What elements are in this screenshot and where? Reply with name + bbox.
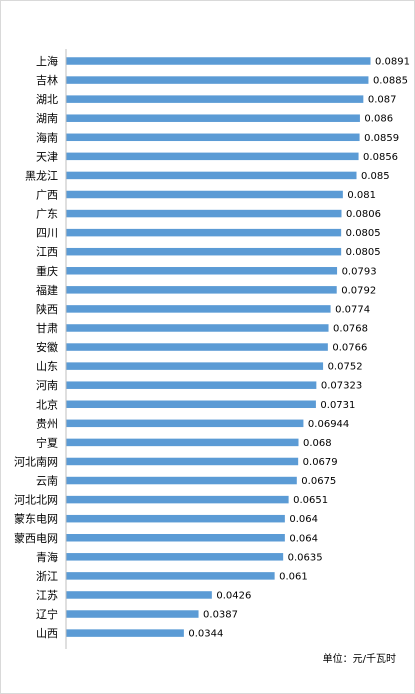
category-label: 辽宁 [36, 607, 58, 621]
bar [66, 267, 338, 275]
bar [66, 152, 359, 161]
category-label: 蒙西电网 [14, 532, 58, 545]
bar [66, 419, 304, 428]
value-label: 0.06944 [308, 419, 349, 430]
bar [66, 343, 328, 351]
category-label: 江苏 [36, 589, 58, 602]
value-label: 0.0885 [373, 76, 408, 87]
value-label: 0.0675 [301, 476, 336, 487]
bar [66, 190, 343, 199]
category-label: 陕西 [36, 302, 58, 316]
bar [66, 286, 337, 294]
category-label: 安徽 [36, 340, 58, 354]
value-label: 0.086 [364, 114, 393, 125]
bar [66, 438, 299, 447]
value-label: 0.0792 [341, 285, 376, 296]
bar [66, 381, 317, 389]
value-label: 0.0635 [288, 552, 323, 563]
category-label: 湖南 [36, 112, 58, 125]
value-label: 0.0766 [332, 343, 367, 354]
category-label: 蒙东电网 [14, 513, 58, 526]
category-label: 海南 [36, 130, 58, 144]
bar [66, 324, 329, 332]
bar [66, 572, 275, 580]
category-label: 甘肃 [36, 322, 58, 335]
category-label: 山西 [36, 627, 58, 640]
bar [66, 534, 285, 542]
bar [66, 610, 199, 618]
bar [66, 629, 184, 637]
value-label: 0.0805 [346, 228, 381, 239]
bar [66, 591, 212, 599]
value-label: 0.0774 [335, 304, 370, 315]
unit-label: 单位：元/千瓦时 [322, 654, 396, 665]
category-label: 河北南网 [14, 455, 58, 468]
bar [66, 457, 299, 466]
category-label: 河北北网 [14, 494, 58, 507]
category-label: 广东 [36, 208, 58, 221]
category-label: 江西 [36, 246, 58, 259]
value-label: 0.0806 [346, 209, 381, 220]
category-label: 黑龙江 [25, 169, 58, 182]
bar [66, 247, 342, 256]
bar [66, 495, 289, 504]
category-label: 宁夏 [36, 435, 58, 449]
bar [66, 305, 331, 313]
category-label: 北京 [36, 397, 58, 411]
bar [66, 228, 342, 237]
category-label: 山东 [36, 360, 58, 373]
category-label: 湖北 [36, 93, 58, 106]
bar [66, 114, 360, 122]
bar [66, 514, 285, 523]
bar [66, 476, 297, 485]
category-label: 贵州 [36, 417, 58, 430]
category-label: 重庆 [36, 264, 58, 278]
category-label: 上海 [36, 54, 58, 68]
bar [66, 76, 369, 84]
value-label: 0.0793 [342, 266, 377, 277]
value-label: 0.064 [289, 514, 318, 525]
category-label: 吉林 [36, 73, 58, 87]
value-label: 0.085 [361, 171, 390, 182]
bar [66, 133, 360, 142]
value-label: 0.0768 [333, 323, 368, 334]
bar [66, 362, 324, 370]
value-label: 0.0426 [216, 590, 251, 601]
bar [66, 400, 316, 409]
bar [66, 553, 284, 561]
value-label: 0.0387 [203, 610, 238, 621]
category-label: 天津 [36, 150, 58, 163]
bar [66, 95, 364, 103]
category-label: 四川 [36, 227, 58, 240]
value-label: 0.0731 [320, 400, 355, 411]
value-label: 0.0651 [293, 495, 328, 506]
value-label: 0.064 [289, 533, 318, 544]
value-label: 0.061 [279, 571, 308, 582]
value-label: 0.081 [347, 190, 376, 201]
category-label: 青海 [36, 550, 58, 564]
category-label: 浙江 [36, 570, 58, 583]
category-label: 广西 [36, 188, 58, 201]
value-label: 0.068 [303, 438, 332, 449]
value-label: 0.087 [368, 95, 397, 106]
bar [66, 171, 357, 180]
value-label: 0.0891 [375, 57, 410, 68]
bar [66, 57, 371, 65]
value-label: 0.0679 [303, 457, 338, 468]
value-label: 0.0752 [328, 362, 363, 373]
value-label: 0.0344 [188, 629, 223, 640]
category-label: 河南 [36, 379, 58, 392]
value-label: 0.0859 [364, 133, 399, 144]
value-label: 0.0805 [346, 247, 381, 258]
value-label: 0.07323 [321, 381, 362, 392]
bar [66, 209, 342, 218]
category-label: 福建 [36, 283, 58, 297]
value-label: 0.0856 [363, 152, 398, 163]
category-label: 云南 [36, 475, 58, 488]
